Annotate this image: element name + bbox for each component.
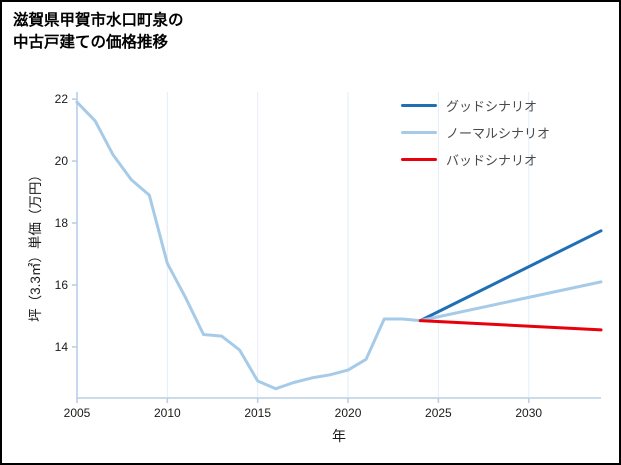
x-axis-label: 年: [332, 428, 346, 444]
x-tick-label: 2010: [154, 406, 181, 420]
legend: グッドシナリオ ノーマルシナリオ バッドシナリオ: [401, 92, 550, 173]
legend-line-bad-icon: [401, 158, 437, 161]
y-tick-label: 22: [55, 92, 69, 106]
x-tick-label: 2020: [335, 406, 362, 420]
legend-line-good-icon: [401, 104, 437, 107]
page-title: 滋賀県甲賀市水口町泉の 中古戸建ての価格推移: [13, 10, 184, 55]
legend-line-normal-icon: [401, 131, 437, 134]
legend-label-normal: ノーマルシナリオ: [446, 126, 551, 141]
x-tick-label: 2025: [425, 406, 452, 420]
page-title-line2: 中古戸建ての価格推移: [13, 34, 169, 52]
legend-item-normal: ノーマルシナリオ: [401, 119, 550, 146]
page-title-line1: 滋賀県甲賀市水口町泉の: [13, 12, 184, 29]
y-tick-label: 18: [55, 216, 69, 230]
legend-item-good: グッドシナリオ: [401, 92, 550, 119]
series-line-バッドシナリオ: [418, 319, 603, 332]
x-tick-label: 2005: [64, 406, 91, 420]
legend-item-bad: バッドシナリオ: [401, 146, 550, 173]
legend-label-bad: バッドシナリオ: [446, 153, 538, 168]
y-tick-label: 14: [55, 340, 69, 354]
series-line-history: [75, 100, 422, 391]
legend-label-good: グッドシナリオ: [446, 99, 538, 114]
y-axis-label: 坪（3.3㎡）単価（万円）: [28, 168, 43, 322]
y-tick-label: 20: [55, 154, 69, 168]
series-line-ノーマルシナリオ: [418, 280, 603, 323]
y-tick-label: 16: [55, 278, 69, 292]
x-tick-label: 2015: [244, 406, 271, 420]
x-tick-label: 2030: [515, 406, 542, 420]
series-line-グッドシナリオ: [418, 229, 603, 323]
